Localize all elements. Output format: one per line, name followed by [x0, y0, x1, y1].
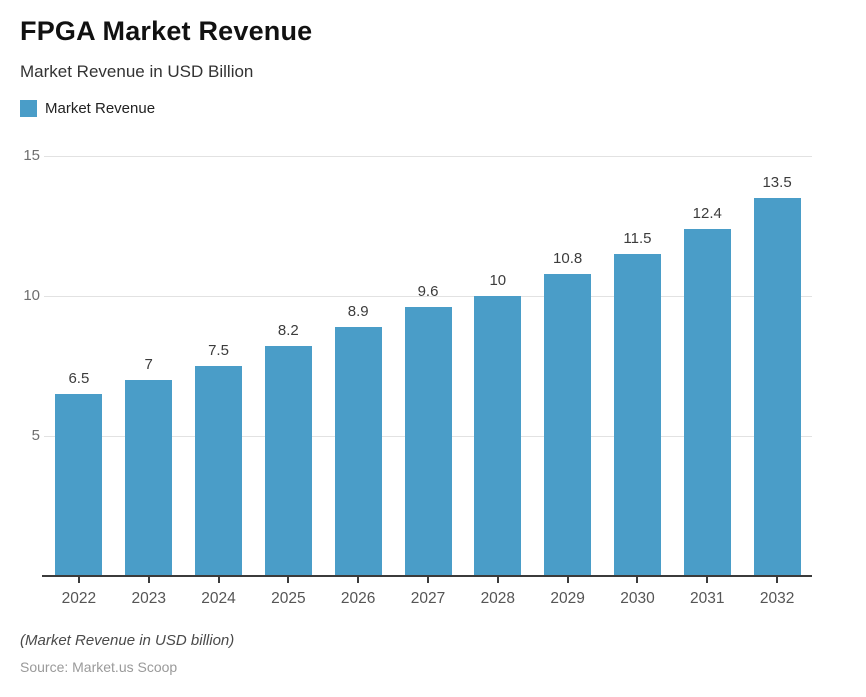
x-axis-label: 2030 — [620, 590, 655, 607]
bar-value-label: 6.5 — [68, 370, 90, 387]
chart-footnote: (Market Revenue in USD billion) — [20, 632, 235, 649]
x-axis-tick — [496, 577, 499, 583]
bar-2032 — [753, 198, 801, 576]
chart-subtitle: Market Revenue in USD Billion — [20, 62, 254, 81]
x-axis-label: 2029 — [550, 590, 585, 607]
y-axis-label: 10 — [23, 287, 40, 304]
bar-2030 — [613, 254, 661, 576]
bar-2025 — [264, 346, 312, 576]
bar-value-label: 10 — [489, 272, 507, 289]
bar-2022 — [55, 394, 103, 576]
bar-2027 — [404, 307, 452, 576]
bar-value-label: 7 — [144, 356, 153, 373]
bar-2029 — [544, 273, 592, 576]
x-axis-tick — [427, 577, 429, 583]
y-axis-label: 5 — [31, 427, 40, 444]
x-axis-label: 2024 — [201, 590, 236, 607]
legend-label: Market Revenue — [45, 100, 156, 117]
bar-2031 — [683, 228, 731, 576]
bar-value-label: 10.8 — [553, 249, 583, 267]
chart-title: FPGA Market Revenue — [20, 16, 313, 46]
x-axis-line — [42, 575, 812, 577]
bar-value-label: 11.5 — [623, 230, 652, 247]
chart-source: Source: Market.us Scoop — [20, 659, 178, 675]
x-axis-tick — [636, 577, 639, 583]
x-axis-tick — [287, 577, 290, 583]
x-axis-tick — [566, 577, 569, 583]
x-axis-tick — [147, 577, 150, 583]
legend: Market Revenue — [20, 100, 155, 117]
x-axis-label: 2023 — [131, 590, 166, 607]
bar-2026 — [334, 326, 382, 576]
bar-value-label: 13.5 — [762, 174, 792, 191]
x-axis-tick — [357, 577, 360, 583]
gridline — [44, 295, 812, 297]
x-axis-label: 2031 — [690, 590, 725, 607]
x-axis-label: 2028 — [480, 590, 516, 607]
x-axis-label: 2022 — [61, 590, 97, 607]
bar-2024 — [195, 366, 243, 576]
y-axis-label: 15 — [23, 147, 40, 164]
bar-value-label: 12.4 — [692, 204, 722, 222]
x-axis-label: 2032 — [759, 590, 795, 607]
bar-value-label: 9.6 — [417, 283, 439, 301]
x-axis-tick — [217, 577, 220, 583]
bar-value-label: 8.2 — [277, 322, 299, 340]
gridline — [44, 155, 812, 157]
x-axis-label: 2027 — [410, 590, 446, 607]
bar-value-label: 7.5 — [208, 342, 229, 359]
x-axis-label: 2025 — [271, 590, 306, 607]
x-axis-tick — [776, 577, 779, 583]
bar-value-label: 8.9 — [347, 302, 369, 320]
legend-swatch-icon — [20, 100, 37, 117]
x-axis-tick — [706, 577, 709, 583]
bar-2023 — [125, 380, 173, 576]
x-axis-label: 2026 — [340, 590, 376, 607]
bar-2028 — [474, 296, 522, 576]
x-axis-tick — [77, 577, 80, 583]
